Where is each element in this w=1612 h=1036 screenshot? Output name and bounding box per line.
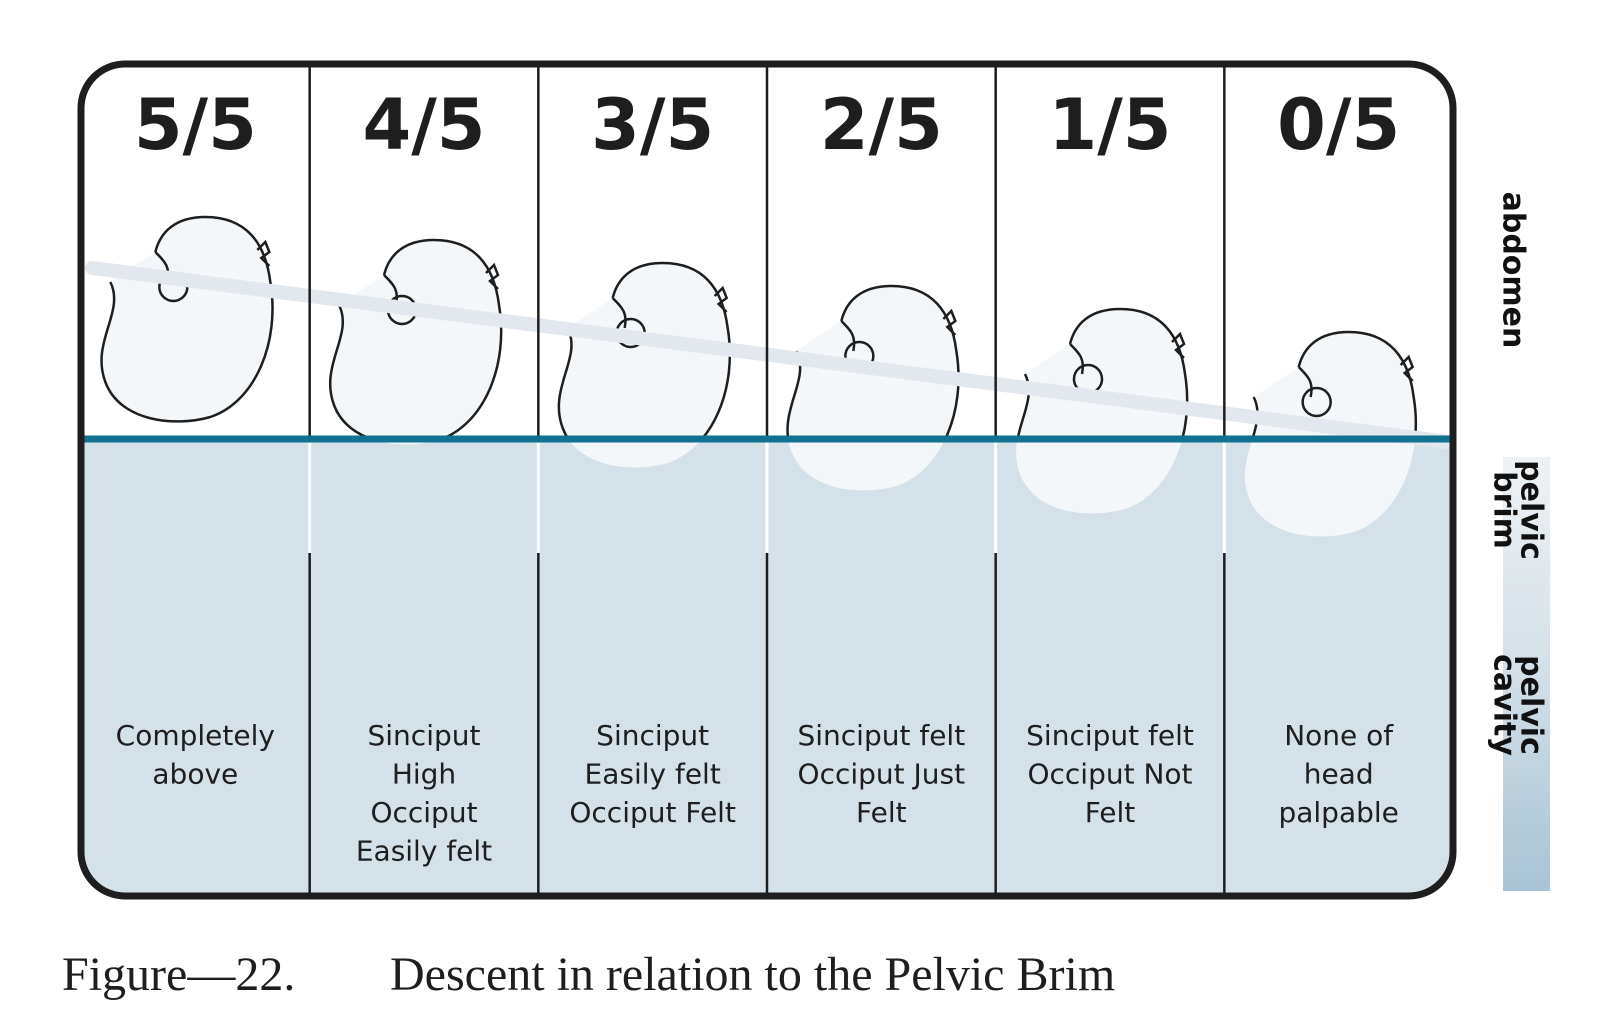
description-line: High (392, 758, 456, 791)
ear (1301, 386, 1332, 418)
fraction: 2/5 (820, 84, 943, 166)
face (485, 262, 500, 290)
descent-band (85, 261, 1455, 449)
description-line: Completely (116, 719, 275, 752)
description-line: Felt (856, 796, 907, 829)
head-neck (1297, 366, 1313, 398)
fraction: 1/5 (1049, 84, 1172, 166)
head-neck (1069, 343, 1085, 375)
description-line: Sinciput (596, 719, 709, 752)
description-line: Easily felt (356, 835, 492, 868)
description-line: Occiput Just (798, 758, 966, 791)
fetal-head (786, 284, 960, 439)
head-outline (328, 238, 503, 439)
description-line: head (1304, 758, 1374, 791)
description-line: Easily felt (585, 758, 721, 791)
dividers (308, 64, 1226, 896)
caption-number: Figure—22. (62, 948, 295, 1001)
head-outline (557, 261, 732, 439)
side-label: pelvic (1514, 655, 1549, 755)
description-line: palpable (1278, 796, 1398, 829)
face (713, 285, 729, 313)
head-outline (1251, 330, 1418, 439)
description-line: above (152, 758, 238, 791)
face (1171, 331, 1186, 359)
side-label: cavity (1487, 654, 1522, 756)
fetal-head-fill (1016, 309, 1188, 514)
description-line: Occiput Felt (569, 796, 736, 829)
head-neck (611, 297, 627, 329)
description-line: Occiput (370, 796, 477, 829)
description-line: Sinciput felt (1026, 719, 1194, 752)
head-outline (786, 284, 960, 439)
description-line: Sinciput felt (797, 719, 965, 752)
frame (77, 60, 1457, 900)
face (1399, 354, 1415, 382)
face (256, 239, 271, 267)
fetal-head-fill (1244, 332, 1416, 537)
side-bar (1503, 457, 1550, 891)
head-neck (840, 320, 856, 352)
fraction: 4/5 (363, 84, 486, 166)
face (942, 308, 957, 336)
fetal-head-fill (558, 263, 730, 468)
side-label: brim (1487, 471, 1522, 549)
fraction: 0/5 (1277, 84, 1400, 166)
columns: 5/5 Completely above 4/5 Sinciput High Occiput… (116, 84, 1400, 867)
fetal-head-fill (330, 240, 502, 445)
description-line: Occiput Not (1027, 758, 1192, 791)
description-line: None of (1284, 719, 1394, 752)
caption-text: Descent in relation to the Pelvic Brim (390, 948, 1115, 1001)
fraction: 3/5 (591, 84, 714, 166)
description-line: Sinciput (368, 719, 481, 752)
head-outline (100, 215, 274, 423)
fraction: 5/5 (134, 84, 257, 166)
fetal-head (1251, 330, 1418, 439)
side-label: abdomen (1496, 192, 1531, 349)
heads (100, 215, 1418, 537)
description-line: Felt (1085, 796, 1136, 829)
side-label: pelvic (1514, 460, 1549, 560)
head-outline (1016, 307, 1189, 439)
